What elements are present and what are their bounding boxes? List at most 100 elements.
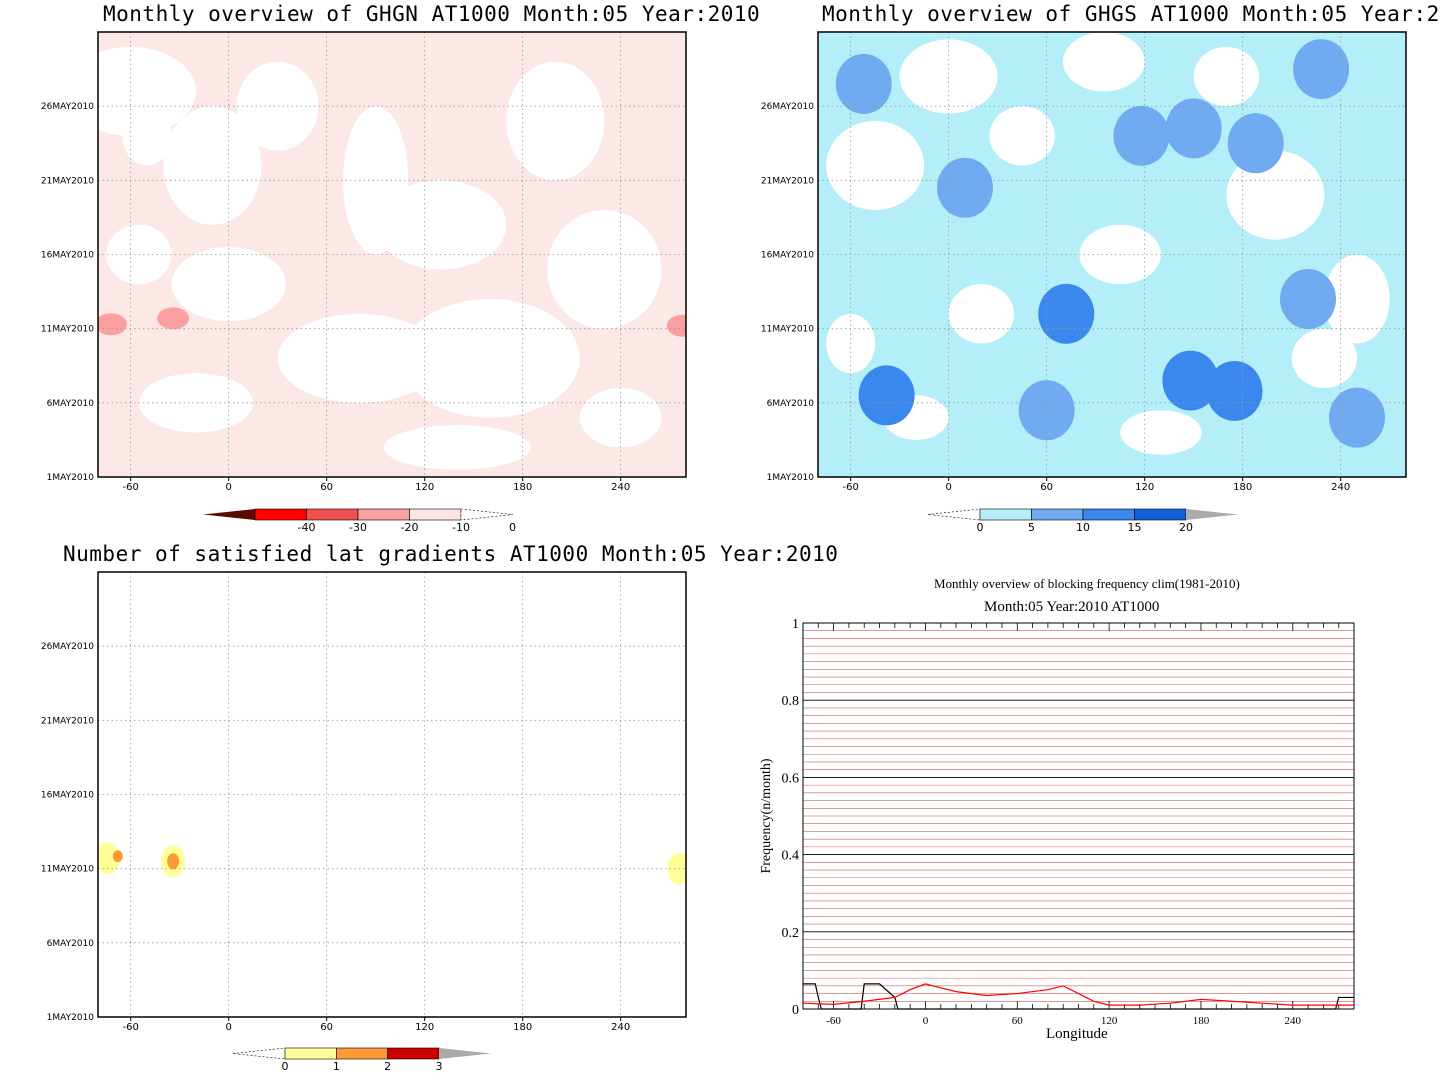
x-tick-label: 0 (225, 482, 231, 493)
contour-gap (1063, 32, 1145, 92)
y-tick-label: 1MAY2010 (47, 473, 95, 483)
colorbar-segment (1134, 508, 1187, 521)
heatmap-blob (1165, 98, 1222, 159)
y-tick-label: 6MAY2010 (47, 939, 95, 949)
line-chart-panel (802, 622, 1355, 1010)
x-tick-label: 180 (1233, 482, 1252, 493)
contour-gap (98, 46, 196, 136)
colorbar-triangle-high (1186, 509, 1238, 520)
x-tick-label: 180 (1193, 1015, 1210, 1027)
contour-gap (547, 210, 662, 329)
x-tick-label: 120 (415, 482, 434, 493)
x-tick-label: 240 (1331, 482, 1350, 493)
y-tick-label: 0.4 (782, 849, 800, 864)
heatmap-blob (1293, 39, 1350, 100)
colorbar-segment (357, 508, 410, 521)
heatmap-blob-inner (112, 850, 123, 863)
colorbar-label: -40 (298, 521, 316, 534)
contour-gap (236, 61, 319, 151)
x-tick-label: 60 (320, 482, 333, 493)
contour-gap (122, 106, 172, 166)
heatmap-blob (1113, 105, 1170, 166)
colorbar-segment (284, 1047, 337, 1060)
blocking-chart-title: Monthly overview of blocking frequency c… (934, 576, 1240, 591)
contour-gap (163, 106, 262, 225)
colorbar-triangle-low (203, 509, 255, 520)
colorbar-label: 10 (1076, 521, 1090, 534)
colorbar-segment (306, 508, 359, 521)
y-tick-label: 6MAY2010 (767, 399, 815, 409)
heatmap-blob (937, 157, 993, 218)
colorbar-label: 0 (977, 521, 984, 534)
y-tick-label: 21MAY2010 (761, 176, 814, 186)
panel-title-lat-gradients: Number of satisfied lat gradients AT1000… (63, 542, 839, 566)
heatmap-blob-outer (98, 842, 120, 875)
contour-gap (1291, 328, 1358, 389)
colorbar-label: 15 (1128, 521, 1142, 534)
panel-title-ghgn: Monthly overview of GHGN AT1000 Month:05… (103, 2, 761, 26)
x-tick-label: 240 (1285, 1015, 1302, 1027)
colorbar-segment (336, 1047, 388, 1060)
heatmap-blob (835, 53, 892, 114)
y-tick-label: 11MAY2010 (761, 325, 814, 335)
y-tick-label: 11MAY2010 (41, 325, 94, 335)
x-tick-label: 240 (611, 482, 630, 493)
y-tick-label: 0 (792, 1003, 799, 1018)
contour-gap (1193, 46, 1260, 107)
heatmap-blob-core (876, 381, 897, 410)
x-tick-label: -60 (122, 1022, 138, 1033)
x-tick-label: -60 (122, 482, 138, 493)
plot-frame (97, 31, 687, 478)
heatmap-blob (1280, 269, 1336, 329)
contour-gap (138, 373, 254, 433)
plot-frame (97, 571, 687, 1018)
colorbar (927, 508, 1238, 521)
colorbar-label: -20 (401, 521, 419, 534)
y-tick-label: 1MAY2010 (767, 473, 815, 483)
colorbar-triangle-high (460, 508, 514, 521)
x-tick-label: 180 (513, 1022, 532, 1033)
contour-gap (400, 299, 580, 418)
y-tick-label: 6MAY2010 (47, 399, 95, 409)
colorbar-label: 5 (1028, 521, 1035, 534)
heatmap-blob (157, 307, 190, 330)
contour-gap (506, 61, 605, 181)
heatmap-blob-outer (667, 852, 686, 885)
blocking-chart-subtitle: Month:05 Year:2010 AT1000 (984, 599, 1160, 615)
y-tick-label: 16MAY2010 (41, 791, 94, 801)
x-tick-label: 60 (320, 1022, 333, 1033)
y-tick-label: 1 (792, 617, 799, 632)
heatmap-blob-core (1056, 299, 1077, 328)
y-tick-label: 26MAY2010 (41, 642, 94, 652)
colorbar-label: -30 (349, 521, 367, 534)
heatmap-blob (666, 314, 686, 337)
colorbar-label: -10 (452, 521, 470, 534)
y-tick-label: 26MAY2010 (41, 102, 94, 112)
x-tick-label: 0 (923, 1015, 929, 1027)
y-tick-label: 21MAY2010 (41, 716, 94, 726)
contour-gap (383, 425, 531, 470)
colorbar (232, 1047, 491, 1060)
colorbar-label: 3 (436, 1060, 443, 1073)
heatmap-panel-0 (97, 31, 687, 521)
y-tick-label: 0.8 (782, 694, 800, 709)
plot-frame (817, 31, 1407, 478)
contour-gap (899, 39, 998, 114)
series-line-0 (803, 983, 1354, 1010)
colorbar-segment (1031, 508, 1084, 521)
heatmap-blob (1329, 387, 1385, 448)
colorbar-segment (979, 508, 1032, 521)
x-tick-label: 60 (1012, 1015, 1024, 1027)
contour-gap (375, 180, 507, 270)
contour-gap (989, 106, 1055, 166)
colorbar-segment (387, 1047, 440, 1060)
heatmap-blob (1227, 113, 1284, 174)
heatmap-blob-core (1224, 376, 1245, 405)
x-tick-label: 60 (1040, 482, 1053, 493)
colorbar-label: 2 (384, 1060, 391, 1073)
blocking-chart-xlabel: Longitude (1046, 1026, 1108, 1042)
colorbar-label: 0 (509, 521, 516, 534)
x-tick-label: 180 (513, 482, 532, 493)
contour-gap (579, 388, 662, 448)
